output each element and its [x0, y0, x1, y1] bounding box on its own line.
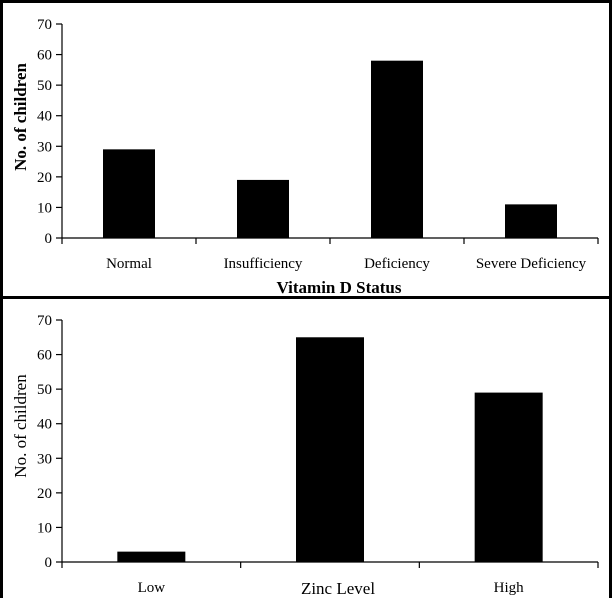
y-tick-label: 30	[37, 139, 52, 155]
y-tick-label: 10	[37, 200, 52, 216]
y-tick-label: 30	[37, 451, 52, 467]
y-tick-label: 50	[37, 382, 52, 398]
y-tick-label: 70	[37, 313, 52, 329]
x-axis-title: Vitamin D Status	[277, 278, 402, 297]
category-label: High	[494, 580, 525, 596]
category-label: Deficiency	[364, 256, 430, 272]
y-tick-label: 40	[37, 417, 52, 433]
y-axis-title: No. of children	[11, 63, 30, 171]
y-tick-label: 0	[45, 231, 53, 247]
y-axis-title: No. of children	[11, 374, 30, 478]
bar	[371, 60, 423, 238]
bar	[237, 179, 289, 238]
y-tick-label: 0	[45, 555, 53, 571]
category-label: Normal	[106, 256, 152, 272]
y-tick-label: 60	[37, 348, 52, 364]
bar	[505, 204, 557, 238]
top-panel-frame	[0, 0, 612, 299]
bar	[103, 149, 155, 238]
y-tick-label: 20	[37, 170, 52, 186]
y-tick-label: 10	[37, 520, 52, 536]
bar	[117, 551, 186, 562]
x-axis-title: Zinc Level	[301, 579, 375, 598]
y-tick-label: 50	[37, 78, 52, 94]
vitamin-d-chart: 0 10 20 30 40 50 60 70 Normal Insufficiency Defici…	[11, 17, 599, 297]
y-tick-label: 40	[37, 109, 52, 125]
category-label: Severe Deficiency	[476, 256, 587, 272]
category-label: Low	[138, 580, 166, 596]
y-tick-label: 60	[37, 48, 52, 64]
bar	[474, 392, 543, 562]
category-label: Insufficiency	[224, 256, 303, 272]
y-tick-label: 20	[37, 486, 52, 502]
zinc-chart: 0 10 20 30 40 50 60 70 Low High Zinc Level No. of c…	[11, 313, 599, 598]
bar	[296, 337, 364, 562]
y-tick-label: 70	[37, 17, 52, 33]
